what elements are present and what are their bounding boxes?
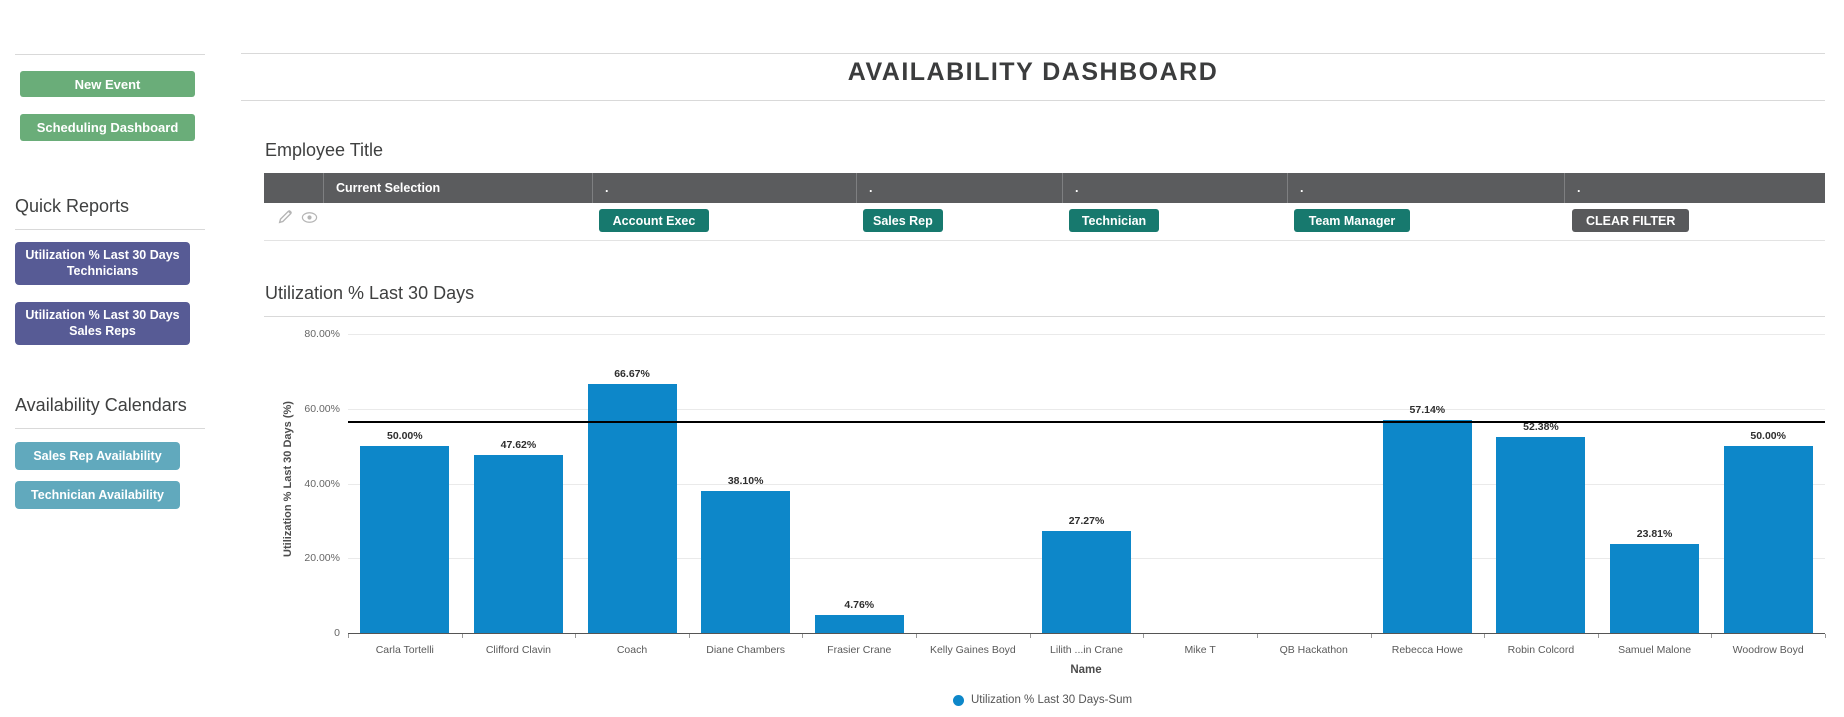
page-title: AVAILABILITY DASHBOARD xyxy=(847,58,1219,86)
filter-header-cell-3: . xyxy=(857,173,1063,203)
x-axis-tick xyxy=(1484,634,1486,638)
quick-reports-heading: Quick Reports xyxy=(15,196,130,216)
bar-frasier-crane[interactable] xyxy=(814,615,904,633)
gridline-60 xyxy=(348,409,1825,410)
bar-value-label: 50.00% xyxy=(386,430,423,443)
x-tick-label: QB Hackathon xyxy=(1279,644,1348,656)
x-axis-tick xyxy=(575,634,577,638)
bar-value-label: 27.27% xyxy=(1068,515,1105,528)
bar-diane-chambers[interactable] xyxy=(701,490,791,633)
filter-button-team-manager[interactable]: Team Manager xyxy=(1294,209,1410,232)
x-axis-tick xyxy=(1825,634,1826,638)
availability-calendar-button-2[interactable]: Technician Availability xyxy=(15,481,180,509)
main-divider-under-title xyxy=(241,100,1825,101)
filter-header-cell-5: . xyxy=(1288,173,1565,203)
bar-value-label: 23.81% xyxy=(1636,528,1673,541)
x-axis-tick xyxy=(348,634,349,638)
gridline-80 xyxy=(348,334,1825,336)
quick-report-button-1[interactable]: Utilization % Last 30 Days Technicians xyxy=(15,242,190,285)
x-axis-tick xyxy=(1597,634,1599,638)
x-tick-label: Kelly Gaines Boyd xyxy=(929,644,1016,656)
y-tick-0: 0 xyxy=(334,627,340,639)
x-tick-label: Frasier Crane xyxy=(827,644,892,656)
x-tick-label: Woodrow Boyd xyxy=(1732,644,1804,656)
filter-header-cell-4: . xyxy=(1063,173,1288,203)
bar-robin-colcord[interactable] xyxy=(1496,437,1586,633)
employee-title-heading: Employee Title xyxy=(265,140,384,160)
new-event-button[interactable]: New Event xyxy=(20,71,195,97)
x-tick-label: Diane Chambers xyxy=(706,644,786,656)
bar-coach[interactable] xyxy=(587,384,677,633)
y-tick-80: 80.00% xyxy=(304,328,340,341)
bar-carla-tortelli[interactable] xyxy=(360,446,450,633)
bar-value-label: 4.76% xyxy=(844,599,875,612)
filter-button-account-exec[interactable]: Account Exec xyxy=(599,209,709,232)
x-tick-label: Lilith ...in Crane xyxy=(1050,644,1123,656)
x-axis-tick xyxy=(1711,634,1713,638)
filter-table-bottom-divider xyxy=(264,240,1825,241)
x-tick-label: Rebecca Howe xyxy=(1391,644,1463,656)
filter-header-cell-0 xyxy=(264,173,324,203)
filter-header-current-selection: Current Selection xyxy=(324,173,593,203)
chart-legend[interactable]: Utilization % Last 30 Days-Sum xyxy=(953,694,1132,706)
x-tick-label: Clifford Clavin xyxy=(485,644,551,656)
availability-calendars-heading: Availability Calendars xyxy=(15,395,187,415)
bar-value-label: 38.10% xyxy=(727,474,764,487)
x-axis-tick xyxy=(688,634,690,638)
filter-button-sales-rep[interactable]: Sales Rep xyxy=(863,209,943,232)
availability-calendar-button-1[interactable]: Sales Rep Availability xyxy=(15,442,180,470)
x-tick-label: Samuel Malone xyxy=(1618,644,1692,656)
chart-x-axis-label: Name xyxy=(1070,664,1102,676)
scheduling-dashboard-button[interactable]: Scheduling Dashboard xyxy=(20,114,195,141)
bar-rebecca-howe[interactable] xyxy=(1382,419,1472,633)
chart-title: Utilization % Last 30 Days xyxy=(265,283,475,303)
x-axis-tick xyxy=(1370,634,1372,638)
bar-value-label: 47.62% xyxy=(500,439,537,452)
bar-samuel-malone[interactable] xyxy=(1610,544,1700,633)
legend-series-dot-icon xyxy=(953,694,964,706)
y-tick-20: 20.00% xyxy=(304,552,340,565)
x-axis-tick xyxy=(916,634,918,638)
x-tick-label: Robin Colcord xyxy=(1507,644,1575,656)
quick-report-button-2[interactable]: Utilization % Last 30 Days Sales Reps xyxy=(15,302,190,345)
main-divider-top xyxy=(241,53,1825,54)
sidebar-divider-top xyxy=(15,54,205,55)
x-tick-label: Coach xyxy=(616,644,648,656)
x-tick-label: Carla Tortelli xyxy=(375,644,434,656)
quick-reports-divider xyxy=(15,229,205,230)
x-axis-tick xyxy=(1256,634,1258,638)
gridline-40 xyxy=(348,483,1825,485)
x-axis-tick xyxy=(1143,634,1145,638)
reference-line xyxy=(348,421,1825,424)
legend-series-label: Utilization % Last 30 Days-Sum xyxy=(971,694,1133,706)
bar-clifford-clavin[interactable] xyxy=(473,455,563,633)
x-tick-label: Mike T xyxy=(1184,644,1216,656)
filter-table-header: Current Selection..... xyxy=(264,173,1825,203)
x-axis-tick xyxy=(1029,634,1031,638)
bar-value-label: 66.67% xyxy=(614,368,650,381)
x-axis-tick xyxy=(802,634,804,638)
bar-value-label: 50.00% xyxy=(1750,430,1786,443)
bar-value-label: 57.14% xyxy=(1409,403,1446,416)
filter-button-technician[interactable]: Technician xyxy=(1069,209,1159,232)
x-axis-tick xyxy=(461,634,463,638)
filter-header-cell-2: . xyxy=(593,173,857,203)
y-tick-40: 40.00% xyxy=(304,477,340,490)
y-tick-60: 60.00% xyxy=(304,403,340,415)
view-eye-icon[interactable] xyxy=(301,209,318,226)
clear-filter-button[interactable]: CLEAR FILTER xyxy=(1572,209,1690,232)
filter-header-cell-6: . xyxy=(1577,181,1581,195)
bar-woodrow-boyd[interactable] xyxy=(1723,446,1813,633)
bar-value-label: 52.38% xyxy=(1523,421,1559,434)
chart-divider xyxy=(264,316,1825,317)
edit-pencil-icon[interactable] xyxy=(277,208,294,225)
availability-divider xyxy=(15,428,205,429)
x-axis-line xyxy=(348,633,1825,634)
bar-lilith-in-crane[interactable] xyxy=(1042,531,1131,633)
